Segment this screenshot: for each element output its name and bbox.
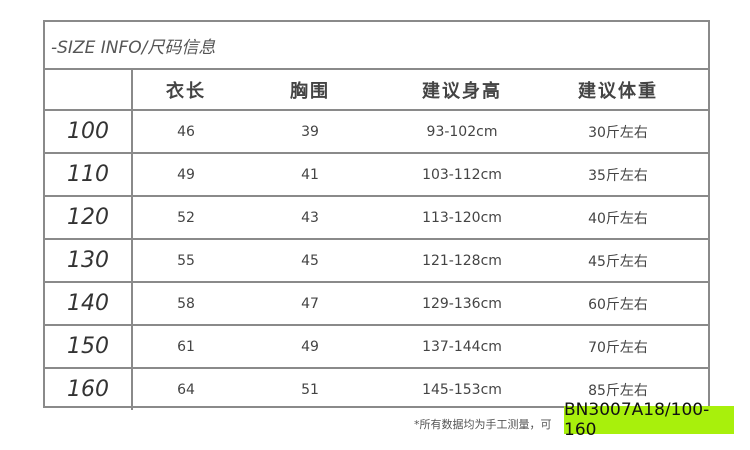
table-cell: 103-112cm bbox=[422, 166, 502, 183]
header-length: 衣长 bbox=[166, 80, 206, 102]
table-cell: 55 bbox=[177, 252, 195, 269]
table-cell: 40斤左右 bbox=[588, 210, 648, 227]
table-cell: 64 bbox=[177, 381, 195, 398]
size-cell: 150 bbox=[45, 326, 133, 367]
table-cell: 41 bbox=[301, 166, 319, 183]
table-cell: 137-144cm bbox=[422, 338, 502, 355]
table-row: 110 49 41 103-112cm 35斤左右 bbox=[45, 154, 708, 197]
table-cell: 39 bbox=[301, 123, 319, 140]
table-cell: 61 bbox=[177, 338, 195, 355]
size-cell: 140 bbox=[45, 283, 133, 324]
table-cell: 47 bbox=[301, 295, 319, 312]
product-code-badge: BN3007A18/100-160 bbox=[564, 400, 734, 440]
table-row: 150 61 49 137-144cm 70斤左右 bbox=[45, 326, 708, 369]
size-cell: 100 bbox=[45, 111, 133, 152]
table-cell: 46 bbox=[177, 123, 195, 140]
table-cell: 49 bbox=[177, 166, 195, 183]
table-cell: 93-102cm bbox=[426, 123, 498, 140]
table-cell: 35斤左右 bbox=[588, 167, 648, 184]
size-cell: 120 bbox=[45, 197, 133, 238]
table-row: 140 58 47 129-136cm 60斤左右 bbox=[45, 283, 708, 326]
table-cell: 52 bbox=[177, 209, 195, 226]
measurement-note: *所有数据均为手工测量，可 bbox=[414, 418, 552, 431]
size-table: -SIZE INFO/尺码信息 衣长 胸围 建议身高 建议体重 100 46 39 9… bbox=[43, 20, 710, 410]
table-cell: 145-153cm bbox=[422, 381, 502, 398]
table-cell: 58 bbox=[177, 295, 195, 312]
table-cell: 49 bbox=[301, 338, 319, 355]
table-cell: 45斤左右 bbox=[588, 253, 648, 270]
table-cell: 30斤左右 bbox=[588, 124, 648, 141]
table-row: 100 46 39 93-102cm 30斤左右 bbox=[45, 111, 708, 154]
header-weight: 建议体重 bbox=[578, 80, 658, 102]
size-cell: 110 bbox=[45, 154, 133, 195]
size-cell: 160 bbox=[45, 369, 133, 410]
table-cell: 43 bbox=[301, 209, 319, 226]
table-cell: 70斤左右 bbox=[588, 339, 648, 356]
table-row: 120 52 43 113-120cm 40斤左右 bbox=[45, 197, 708, 240]
table-cell: 113-120cm bbox=[422, 209, 502, 226]
table-cell: 121-128cm bbox=[422, 252, 502, 269]
header-chest: 胸围 bbox=[290, 80, 330, 102]
size-cell: 130 bbox=[45, 240, 133, 281]
header-row: 衣长 胸围 建议身高 建议体重 bbox=[45, 70, 708, 111]
table-cell: 51 bbox=[301, 381, 319, 398]
table-row: 130 55 45 121-128cm 45斤左右 bbox=[45, 240, 708, 283]
table-title: -SIZE INFO/尺码信息 bbox=[45, 22, 708, 70]
header-size bbox=[45, 70, 133, 109]
table-cell: 45 bbox=[301, 252, 319, 269]
table-cell: 129-136cm bbox=[422, 295, 502, 312]
table-row: 160 64 51 145-153cm 85斤左右 bbox=[45, 369, 708, 410]
header-height: 建议身高 bbox=[422, 80, 502, 102]
table-cell: 85斤左右 bbox=[588, 382, 648, 399]
table-cell: 60斤左右 bbox=[588, 296, 648, 313]
